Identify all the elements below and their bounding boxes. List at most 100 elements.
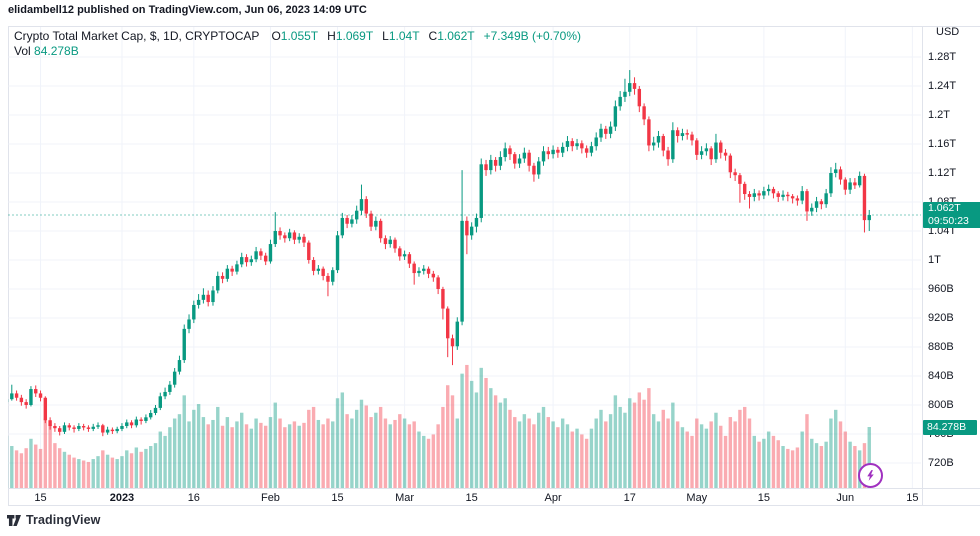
candle xyxy=(469,222,474,240)
candle xyxy=(714,133,718,163)
candle xyxy=(149,410,153,420)
volume-bar xyxy=(10,446,14,488)
candle xyxy=(393,237,397,253)
volume-bar xyxy=(570,431,574,488)
volume-bar xyxy=(149,446,153,488)
candle xyxy=(805,188,809,221)
lightning-icon xyxy=(867,470,874,481)
candle xyxy=(637,86,642,113)
candle xyxy=(407,252,412,268)
volume-bar xyxy=(283,427,287,488)
candle xyxy=(72,425,76,433)
tradingview-logo[interactable]: TradingView xyxy=(7,513,101,527)
volume-bar xyxy=(584,438,589,488)
candle xyxy=(331,267,335,286)
volume-bar xyxy=(38,448,43,488)
candle xyxy=(398,246,402,261)
volume-bar xyxy=(752,435,756,488)
volume-bar xyxy=(354,409,359,488)
candle xyxy=(522,147,527,163)
volume-bar xyxy=(211,419,215,488)
volume-bar xyxy=(867,427,871,488)
candle xyxy=(263,252,268,266)
volume-bar xyxy=(350,418,354,488)
candle xyxy=(671,122,675,163)
volume-bar xyxy=(695,418,699,488)
ohlc-open: O1.055T xyxy=(271,29,319,43)
candle xyxy=(196,294,201,309)
candle xyxy=(647,116,651,152)
candle xyxy=(628,70,632,97)
volume-bar xyxy=(604,421,608,488)
candle xyxy=(172,368,177,388)
candle xyxy=(537,157,541,179)
candle xyxy=(848,178,852,195)
candle xyxy=(101,423,105,437)
candle xyxy=(479,158,483,223)
price-axis-unit: USD xyxy=(936,26,960,38)
volume-bar xyxy=(168,427,172,488)
volume-bar xyxy=(805,414,809,488)
candle xyxy=(287,228,292,242)
candle xyxy=(187,314,191,334)
volume-bar xyxy=(43,418,48,488)
candle xyxy=(129,420,134,429)
volume-bar xyxy=(407,424,412,488)
candle xyxy=(594,132,598,151)
volume-bar xyxy=(311,406,316,488)
volume-bar xyxy=(244,424,249,488)
volume-bar xyxy=(762,438,766,488)
vol-label[interactable]: Vol xyxy=(14,44,31,58)
volume-bar xyxy=(613,395,618,488)
last-price-value: 1.062T xyxy=(928,202,961,214)
candle xyxy=(153,405,158,416)
volume-bar xyxy=(268,417,273,488)
lightning-button[interactable] xyxy=(858,463,883,488)
volume-bar xyxy=(273,402,277,488)
tradingview-mark-icon xyxy=(7,514,21,526)
candle xyxy=(67,423,71,431)
volume-bar xyxy=(810,438,814,488)
last-price-badge: 1.062T 09:50:23 xyxy=(923,202,980,228)
volume-bar xyxy=(321,424,325,488)
volume-bar xyxy=(263,425,268,488)
volume-bar xyxy=(599,409,603,488)
volume-bar xyxy=(326,418,330,488)
candle xyxy=(493,157,498,172)
volume-bar xyxy=(733,421,737,488)
candle xyxy=(235,260,239,275)
volume-bar xyxy=(651,414,656,488)
volume-bar xyxy=(187,421,191,488)
volume-bar xyxy=(834,409,838,488)
candle xyxy=(781,190,785,201)
volume-bar xyxy=(790,450,795,488)
time-tick-label: 15 xyxy=(757,492,770,504)
volume-bar xyxy=(757,441,761,488)
volume-bar xyxy=(824,441,828,488)
volume-bar xyxy=(378,406,383,488)
price-tick-label: 1T xyxy=(928,254,941,266)
volume-bar xyxy=(125,450,129,488)
candles-layer xyxy=(8,70,871,437)
candle xyxy=(441,286,445,320)
candle xyxy=(814,196,819,213)
time-tick-label: Feb xyxy=(260,492,280,504)
candle xyxy=(608,121,613,139)
volume-bar xyxy=(661,409,665,488)
candle xyxy=(96,422,100,429)
candle xyxy=(680,128,685,141)
candle xyxy=(220,272,225,284)
candle xyxy=(77,423,81,432)
volume-bar xyxy=(62,451,67,488)
time-tick-label: 2023 xyxy=(109,492,135,504)
candle xyxy=(62,422,67,434)
candle xyxy=(517,154,522,168)
symbol-title[interactable]: Crypto Total Market Cap, $, 1D, CRYPTOCA… xyxy=(14,29,260,43)
candle xyxy=(570,138,574,152)
candle xyxy=(283,232,287,243)
volume-bar xyxy=(680,427,685,488)
volume-bar xyxy=(776,440,780,488)
volume-bar xyxy=(67,454,71,488)
volume-bar xyxy=(814,443,819,488)
